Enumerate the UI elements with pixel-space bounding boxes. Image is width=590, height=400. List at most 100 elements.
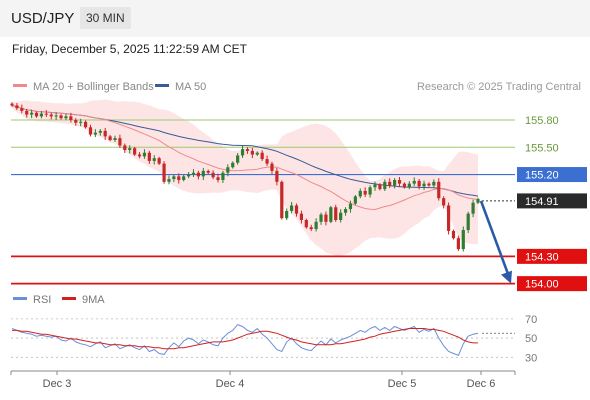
candle-body bbox=[245, 149, 250, 151]
candle bbox=[432, 179, 436, 188]
candle-body bbox=[265, 159, 269, 164]
candle-body bbox=[432, 181, 436, 186]
pivot-label: 155.20 bbox=[525, 170, 559, 182]
candle-body bbox=[152, 158, 156, 161]
candle-body bbox=[201, 170, 205, 177]
candle-body bbox=[358, 190, 362, 197]
candle bbox=[147, 150, 151, 164]
candle bbox=[417, 179, 421, 190]
candle bbox=[157, 156, 161, 165]
candle-body bbox=[348, 203, 353, 210]
candle bbox=[255, 151, 259, 156]
candle-body bbox=[476, 199, 480, 203]
candle bbox=[15, 103, 19, 111]
candle-body bbox=[417, 180, 421, 187]
candle-body bbox=[113, 138, 117, 140]
candle-body bbox=[172, 176, 176, 180]
candle bbox=[456, 235, 460, 251]
candle bbox=[123, 143, 127, 153]
x-axis: Dec 3 Dec 4 Dec 5 Dec 6 bbox=[10, 371, 516, 390]
candle bbox=[383, 179, 387, 191]
candle-body bbox=[412, 180, 416, 184]
candle-body bbox=[294, 205, 299, 214]
header-bar: USD/JPY 30 MIN bbox=[0, 0, 590, 37]
candle-body bbox=[280, 181, 284, 219]
candle-body bbox=[182, 176, 186, 180]
candle bbox=[334, 204, 338, 222]
candle-body bbox=[451, 230, 456, 239]
candle bbox=[34, 111, 39, 118]
candle bbox=[216, 173, 220, 183]
candle bbox=[44, 110, 48, 117]
candle bbox=[412, 177, 416, 187]
candle bbox=[353, 195, 357, 205]
candle bbox=[226, 164, 230, 177]
candle-body bbox=[353, 196, 357, 204]
x-tick-label: Dec 6 bbox=[467, 378, 496, 390]
candle bbox=[74, 118, 78, 126]
support-label-box bbox=[517, 248, 587, 264]
candle bbox=[451, 229, 456, 240]
candle-body bbox=[368, 187, 372, 195]
rsi-ma-legend-label: 9MA bbox=[82, 294, 105, 306]
candle-body bbox=[373, 184, 377, 188]
candle bbox=[250, 147, 254, 159]
candle-body bbox=[461, 230, 465, 250]
candle bbox=[20, 104, 24, 114]
x-tick-label: Dec 4 bbox=[216, 378, 245, 390]
candle bbox=[309, 224, 313, 231]
candle bbox=[221, 170, 225, 183]
candle bbox=[388, 178, 392, 188]
candle-body bbox=[471, 202, 475, 214]
candle-body bbox=[191, 172, 196, 175]
candle-body bbox=[103, 130, 107, 137]
candle bbox=[186, 172, 191, 179]
candle-body bbox=[290, 205, 294, 211]
candle-body bbox=[236, 155, 240, 163]
candle-body bbox=[133, 148, 137, 155]
candle bbox=[152, 155, 156, 165]
candle-body bbox=[363, 190, 367, 195]
candle-body bbox=[339, 212, 343, 220]
candle-body bbox=[25, 110, 29, 115]
candle bbox=[437, 178, 441, 201]
candle bbox=[343, 207, 348, 216]
candle bbox=[236, 153, 240, 165]
candle bbox=[378, 183, 382, 191]
candle-body bbox=[30, 112, 34, 115]
candle-body bbox=[54, 115, 58, 117]
candle bbox=[231, 161, 235, 169]
candle-body bbox=[388, 181, 392, 186]
candle-body bbox=[299, 213, 304, 220]
candle bbox=[182, 175, 186, 182]
candle-body bbox=[319, 214, 323, 222]
candle bbox=[83, 120, 88, 129]
candle bbox=[339, 209, 343, 223]
rsi-panel: 70 50 30 bbox=[11, 314, 537, 364]
candle-body bbox=[275, 170, 279, 182]
candle-body bbox=[10, 103, 14, 106]
candle-body bbox=[39, 113, 44, 117]
candle-body bbox=[427, 183, 431, 186]
candle bbox=[442, 196, 446, 209]
timeframe-badge[interactable]: 30 MIN bbox=[80, 7, 131, 29]
candle-body bbox=[240, 149, 245, 156]
candle-body bbox=[309, 227, 313, 230]
rsi-tick-label: 30 bbox=[525, 352, 537, 364]
forecast-arrow-head bbox=[501, 270, 512, 284]
candle-body bbox=[446, 205, 451, 231]
support-label: 154.00 bbox=[525, 279, 559, 291]
candle bbox=[211, 170, 215, 180]
candle bbox=[427, 182, 431, 187]
candle-body bbox=[123, 145, 127, 150]
candle-body bbox=[137, 154, 142, 157]
candle bbox=[167, 175, 171, 185]
candle bbox=[358, 188, 362, 199]
candle bbox=[476, 197, 480, 205]
candle bbox=[280, 180, 284, 220]
candle bbox=[98, 129, 102, 136]
rsi-tick-label: 70 bbox=[525, 314, 537, 326]
moving-averages bbox=[11, 105, 479, 211]
candle-body bbox=[456, 238, 460, 250]
candle-body bbox=[255, 152, 259, 155]
